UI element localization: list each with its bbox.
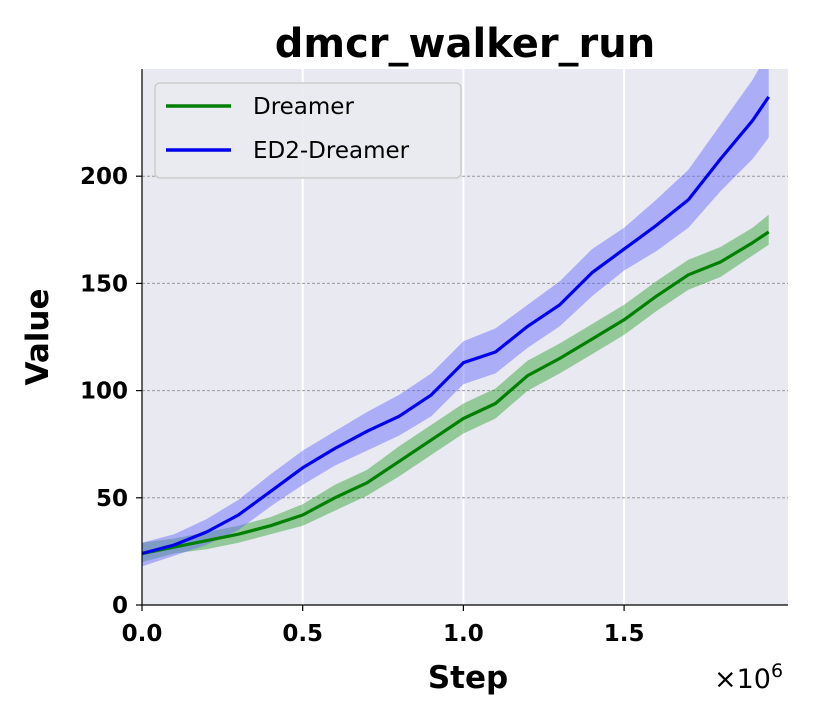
x-axis-multiplier: ×106 — [714, 660, 783, 695]
y-tick-label: 100 — [80, 379, 128, 405]
line-dreamer — [142, 230, 770, 556]
legend-box — [154, 82, 462, 179]
x-tick-label: 0.5 — [282, 621, 323, 647]
y-axis-label: Value — [20, 289, 56, 386]
line-ed2-dreamer — [142, 95, 771, 556]
y-tick-label: 200 — [80, 164, 128, 190]
x-axis-label: Step — [428, 660, 508, 696]
chart-title: dmcr_walker_run — [275, 21, 655, 67]
x-tick-label: 1.5 — [604, 621, 645, 647]
y-tick-label: 50 — [96, 486, 128, 512]
y-tick-label: 150 — [80, 271, 128, 297]
legend: Dreamer ED2-Dreamer — [154, 82, 462, 179]
data-layer — [142, 69, 771, 567]
x-tick-label: 0.0 — [122, 621, 163, 647]
axes: 0.0 0.5 1.0 1.5 0 50 100 150 200 — [80, 69, 788, 647]
y-tick-label: 0 — [112, 593, 128, 619]
x-tick-label: 1.0 — [443, 621, 484, 647]
legend-label-ed2-dreamer: ED2-Dreamer — [253, 138, 410, 164]
legend-label-dreamer: Dreamer — [253, 94, 354, 120]
